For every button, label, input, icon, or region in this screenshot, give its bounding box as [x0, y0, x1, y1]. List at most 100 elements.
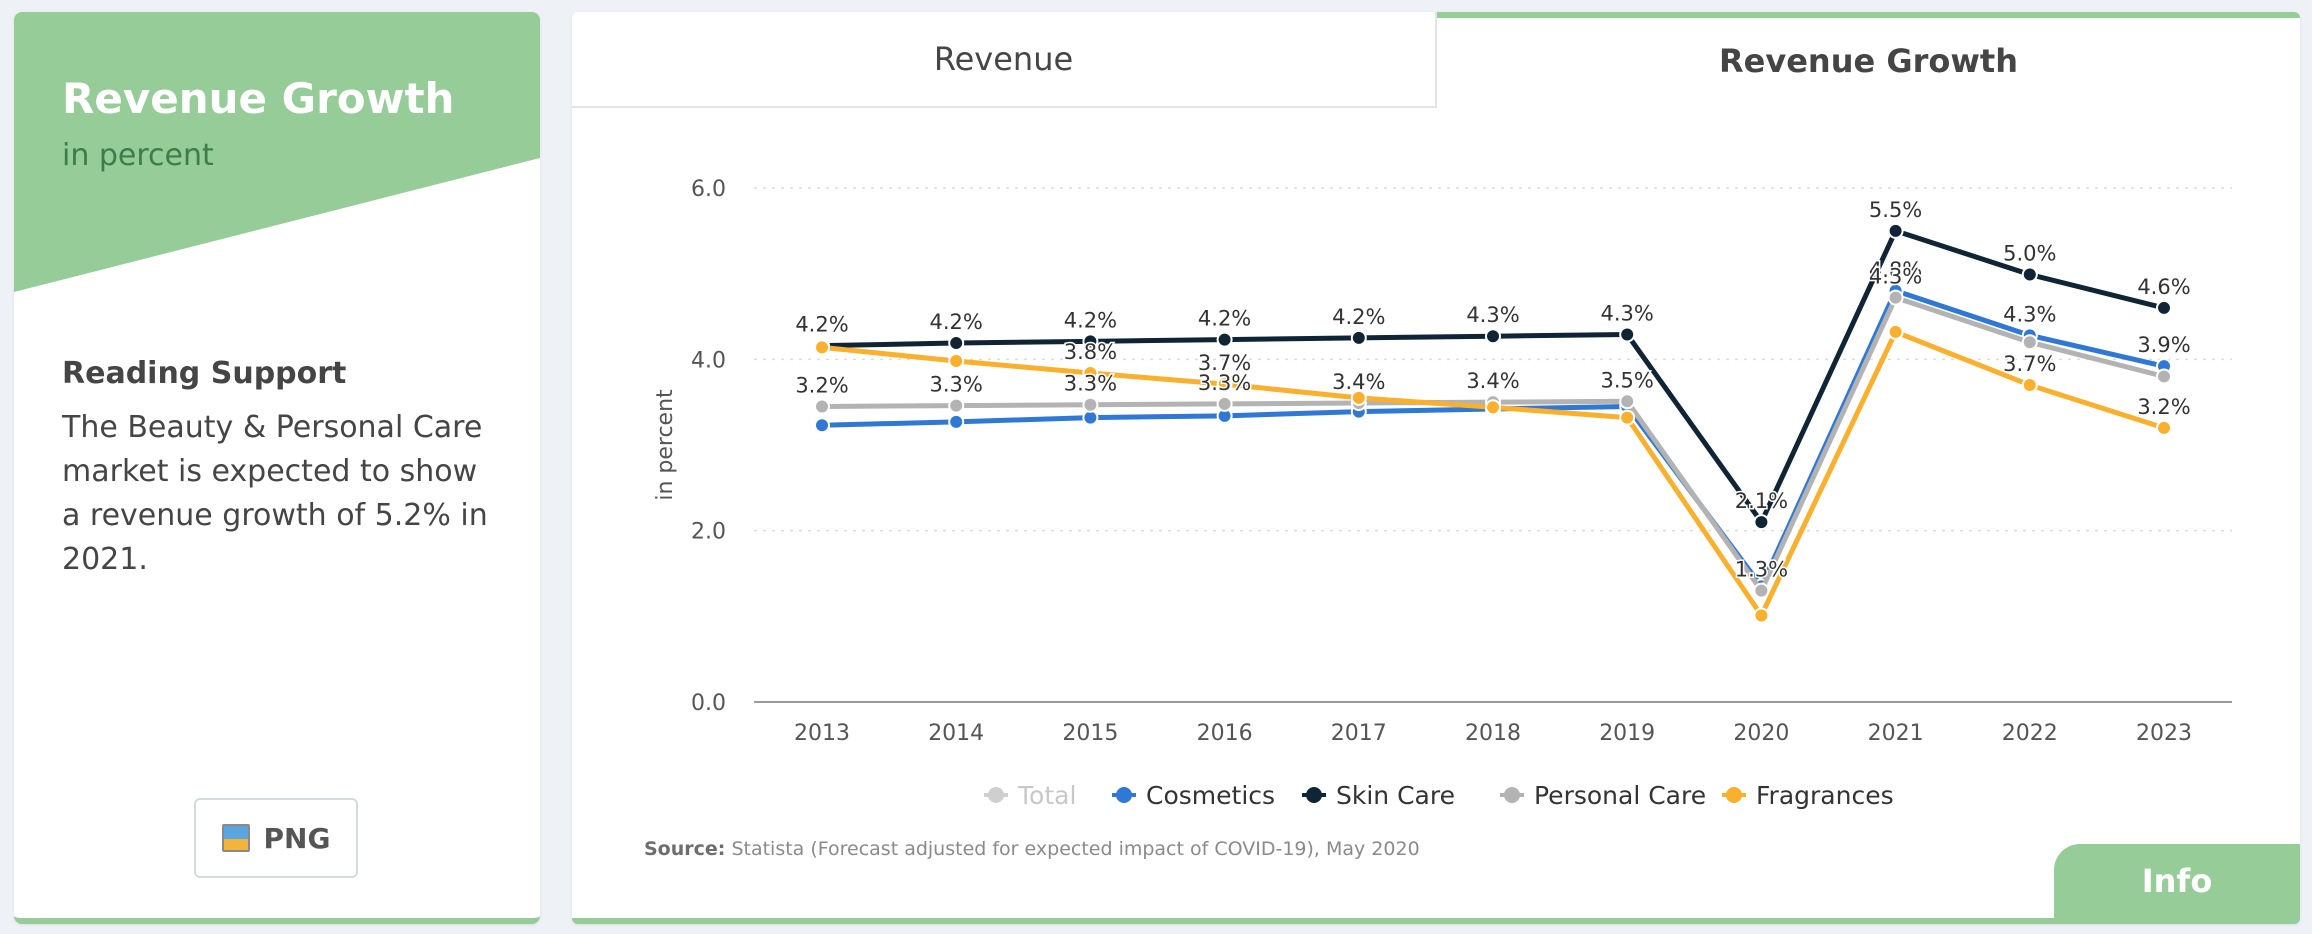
data-point [1887, 323, 1904, 340]
data-point [1216, 376, 1233, 393]
data-point [1619, 326, 1636, 343]
data-point [1485, 399, 1501, 416]
data-label: 3.8% [1064, 340, 1117, 364]
legend-swatch-dot [1306, 787, 1322, 803]
data-point [948, 413, 965, 430]
data-point [2021, 334, 2038, 351]
legend-swatch-dot [1726, 787, 1742, 803]
png-download-button[interactable]: PNG [194, 798, 358, 878]
data-point [814, 339, 830, 356]
legend-item-skin-care: Skin Care [1336, 781, 1455, 810]
data-label: 4.3% [1466, 303, 1519, 327]
x-tick-label: 2023 [2136, 721, 2192, 746]
data-point [2156, 299, 2172, 316]
data-label: 4.2% [930, 310, 983, 334]
data-label: 4.6% [2137, 275, 2190, 299]
y-axis-label: in percent [653, 389, 678, 501]
legend-item-personal-care: Personal Care [1534, 781, 1706, 810]
data-point [1216, 331, 1233, 348]
sidebar-subtitle: in percent [62, 138, 214, 173]
data-label: 3.2% [2137, 395, 2190, 419]
sidebar-title: Revenue Growth [62, 74, 455, 123]
line-chart: 0.0 2.0 4.0 6.0 in percent 2013 2014 2015 2016 20… [653, 177, 2232, 810]
legend-item-total: Total [1017, 781, 1076, 810]
data-label: 4.3% [1601, 301, 1654, 325]
sidebar-header-shape [14, 12, 540, 292]
data-point [1082, 365, 1099, 382]
source-label: Source: [644, 838, 726, 860]
data-label: 4.3% [1869, 265, 1922, 289]
data-label: 3.5% [1601, 368, 1654, 392]
y-tick-label: 0.0 [691, 691, 726, 716]
data-label: 4.2% [1198, 307, 1251, 331]
data-point [1485, 328, 1501, 345]
source-note: Source: Statista (Forecast adjusted for … [644, 838, 1420, 860]
data-point [2021, 266, 2038, 283]
tab-revenue[interactable]: Revenue [572, 12, 1437, 108]
data-point [1082, 333, 1099, 350]
data-point [1619, 393, 1636, 410]
data-point [1619, 409, 1636, 426]
x-tick-label: 2015 [1062, 721, 1118, 746]
data-label: 3.4% [1332, 370, 1385, 394]
png-button-label: PNG [263, 821, 331, 855]
data-point [2021, 377, 2038, 394]
data-label: 3.4% [1466, 369, 1519, 393]
data-point [2156, 419, 2172, 436]
data-point [1887, 222, 1904, 239]
legend-swatch-dot [988, 787, 1004, 803]
info-button[interactable]: Info [2054, 844, 2300, 918]
chart-card: Revenue Revenue Growth 0.0 2.0 4.0 6.0 in pe… [572, 12, 2300, 924]
data-label: 5.0% [2003, 242, 2056, 266]
legend-swatch-dot [1116, 787, 1132, 803]
legend-swatch-dot [1504, 787, 1520, 803]
y-tick-label: 6.0 [691, 177, 726, 202]
reading-support-title: Reading Support [62, 356, 347, 391]
x-tick-label: 2022 [2002, 721, 2058, 746]
x-tick-label: 2014 [928, 721, 984, 746]
data-point [1350, 389, 1367, 406]
source-text: Statista (Forecast adjusted for expected… [731, 838, 1420, 860]
data-label: 2.1% [1735, 489, 1788, 513]
data-point [1216, 395, 1233, 412]
data-point [948, 353, 965, 370]
data-label: 1.3% [1735, 558, 1788, 582]
data-label: 3.9% [2137, 333, 2190, 357]
data-label: 3.3% [1064, 372, 1117, 396]
x-tick-label: 2016 [1197, 721, 1253, 746]
data-point [1082, 396, 1099, 413]
x-tick-label: 2021 [1868, 721, 1924, 746]
x-tick-label: 2019 [1599, 721, 1655, 746]
tab-revenue-growth[interactable]: Revenue Growth [1437, 12, 2300, 108]
data-label: 4.2% [1332, 305, 1385, 329]
data-point [948, 335, 965, 352]
data-point [948, 397, 965, 414]
data-point [814, 417, 830, 434]
legend-item-cosmetics: Cosmetics [1146, 781, 1275, 810]
legend-item-fragrances: Fragrances [1756, 781, 1894, 810]
data-point [1753, 607, 1770, 624]
data-label: 5.5% [1869, 198, 1922, 222]
data-label: 4.8% [1869, 258, 1922, 282]
x-tick-label: 2020 [1733, 721, 1789, 746]
y-tick-label: 2.0 [691, 520, 726, 545]
data-point [1350, 329, 1367, 346]
sidebar-card: Revenue Growth in percent Reading Suppor… [14, 12, 540, 924]
data-label: 3.3% [1198, 371, 1251, 395]
data-label: 4.3% [2003, 302, 2056, 326]
data-label: 4.2% [795, 313, 848, 337]
data-label: 3.7% [1198, 351, 1251, 375]
x-tick-label: 2018 [1465, 721, 1521, 746]
image-icon [221, 824, 250, 852]
reading-support-text: The Beauty & Personal Care market is exp… [62, 410, 488, 577]
data-label: 3.2% [795, 373, 848, 397]
x-tick-label: 2017 [1331, 721, 1387, 746]
data-point [814, 398, 830, 415]
y-tick-label: 4.0 [691, 348, 726, 373]
data-point [2156, 368, 2172, 385]
data-label: 4.2% [1064, 308, 1117, 332]
data-label: 3.3% [930, 373, 983, 397]
data-point [1887, 289, 1904, 306]
data-point [1753, 582, 1770, 599]
data-label: 3.7% [2003, 352, 2056, 376]
